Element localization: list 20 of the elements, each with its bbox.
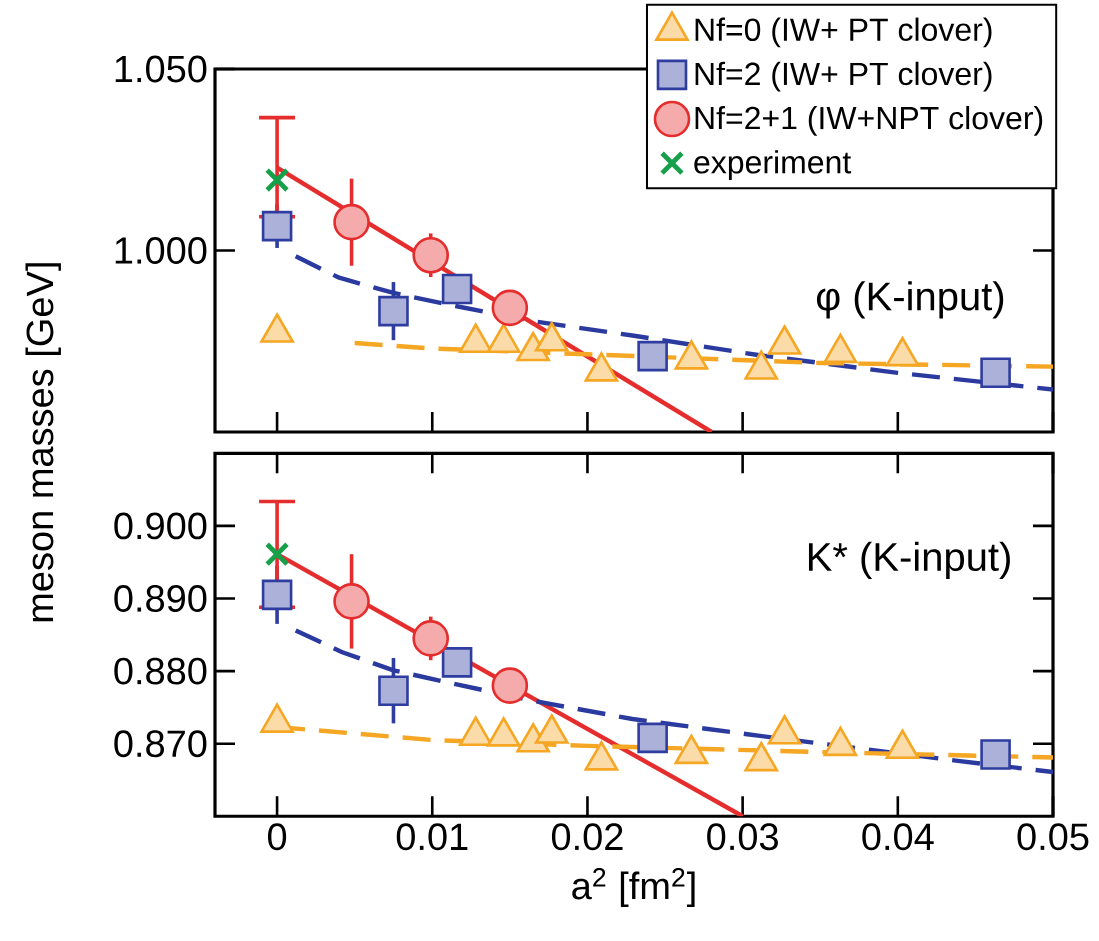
x-tick-label: 0: [267, 823, 287, 851]
annotation: φ (K-input): [816, 281, 1004, 319]
y-axis-title: meson masses [GeV]: [25, 263, 61, 622]
legend-label: Nf=0 (IW+ PT clover): [695, 17, 992, 48]
y-tick-label: 0.900: [114, 512, 207, 540]
y-tick-label: 0.890: [114, 585, 207, 612]
x-tick-label: 0.01: [396, 823, 468, 851]
x-tick-label: 0.03: [707, 823, 778, 851]
legend-label: Nf=2 (IW+ PT clover): [695, 61, 992, 92]
annotation: K* (K-input): [808, 541, 1010, 580]
legend-label: Nf=2+1 (IW+NPT clover): [695, 105, 1043, 136]
legend-label: experiment: [694, 150, 852, 180]
x-axis-title: a$^{2}$ [fm$^{2}$]: [572, 867, 695, 907]
x-tick-label: 0.05: [1017, 823, 1089, 851]
x-tick-label: 0.04: [862, 823, 934, 851]
y-tick-label: 1.050: [115, 55, 207, 83]
y-tick-label: 0.870: [114, 730, 207, 758]
x-tick-label: 0.02: [551, 823, 623, 851]
y-tick-label: 1.000: [115, 237, 207, 264]
y-tick-label: 0.880: [114, 657, 207, 685]
